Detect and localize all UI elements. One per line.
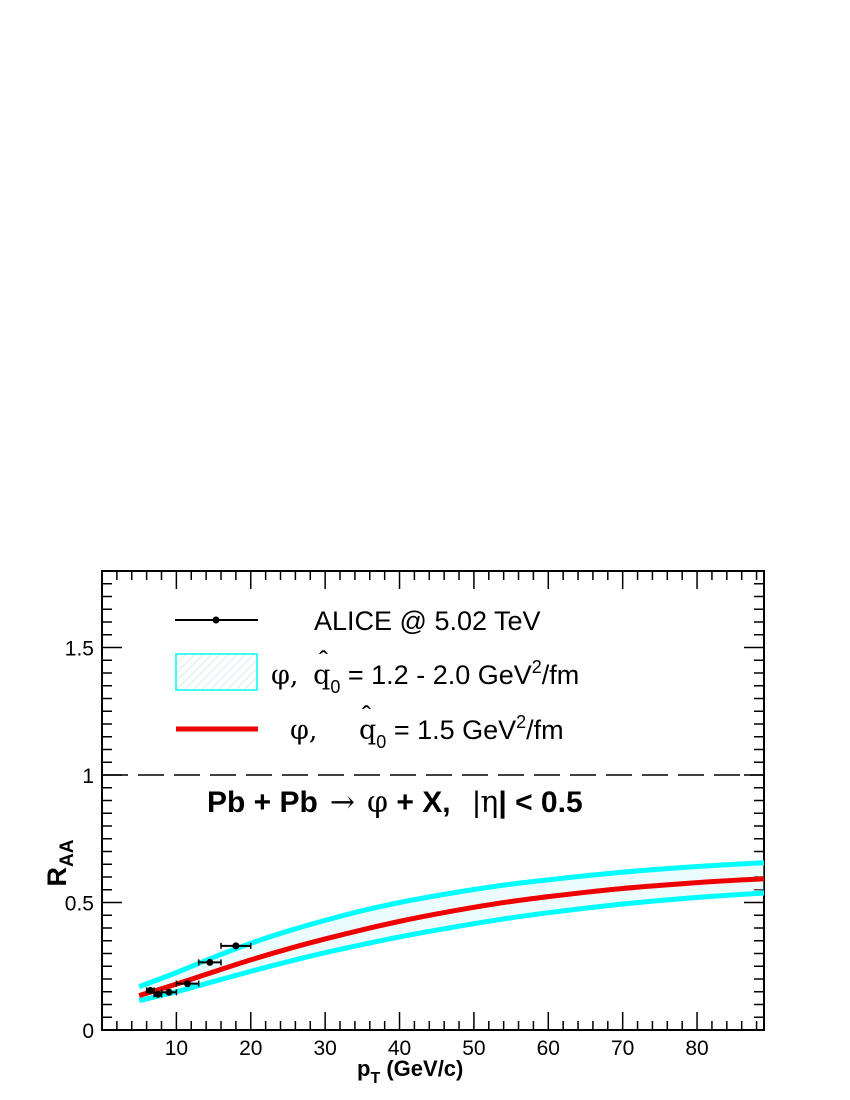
legend-marker-dot bbox=[212, 616, 220, 624]
data-point bbox=[206, 958, 214, 966]
x-tick-label: 20 bbox=[239, 1037, 262, 1060]
data-point bbox=[232, 942, 240, 950]
central-curve bbox=[138, 876, 765, 998]
legend-band-hat: ˆ bbox=[319, 646, 328, 676]
legend-label-alice: ALICE @ 5.02 TeV bbox=[314, 606, 541, 636]
legend-band-swatch bbox=[175, 653, 258, 691]
collision-annotation: Pb + Pb → φ + X, |η| < 0.5 bbox=[207, 785, 583, 820]
legend-label-curve: q0 = 1.5 GeV2/fm bbox=[359, 712, 564, 752]
x-tick-label: 50 bbox=[462, 1037, 485, 1060]
y-tick-label: 1 bbox=[82, 765, 94, 788]
band-lower-edge bbox=[138, 890, 765, 1004]
qhat-band bbox=[138, 860, 765, 1004]
axis-ticks: 10 20 30 40 50 60 70 80 0 0.5 1 1.5 bbox=[65, 571, 764, 1060]
legend-curve-hat: ˆ bbox=[362, 701, 371, 731]
data-point bbox=[184, 980, 192, 988]
alice-data-points bbox=[145, 942, 252, 998]
data-point bbox=[165, 988, 173, 996]
legend-label-band: φ, q0 = 1.2 - 2.0 GeV2/fm bbox=[271, 657, 579, 697]
x-tick-label: 10 bbox=[165, 1037, 188, 1060]
y-tick-label: 0 bbox=[82, 1020, 94, 1043]
y-axis-title: RAA bbox=[42, 839, 78, 886]
x-tick-label: 40 bbox=[388, 1037, 411, 1060]
data-point bbox=[154, 990, 162, 998]
x-tick-label: 60 bbox=[537, 1037, 560, 1060]
legend: ALICE @ 5.02 TeV φ, q0 = 1.2 - 2.0 GeV2/… bbox=[175, 606, 579, 752]
y-tick-label: 1.5 bbox=[65, 638, 94, 661]
y-tick-label: 0.5 bbox=[65, 893, 94, 916]
x-tick-label: 30 bbox=[313, 1037, 336, 1060]
x-tick-label: 70 bbox=[611, 1037, 634, 1060]
legend-label-curve-particle: φ, bbox=[290, 715, 318, 746]
band-upper-edge bbox=[138, 860, 765, 989]
x-tick-label: 80 bbox=[685, 1037, 708, 1060]
x-axis-title: pT (GeV/c) bbox=[357, 1056, 463, 1087]
band-fill bbox=[139, 862, 764, 1001]
data-point bbox=[146, 986, 154, 994]
